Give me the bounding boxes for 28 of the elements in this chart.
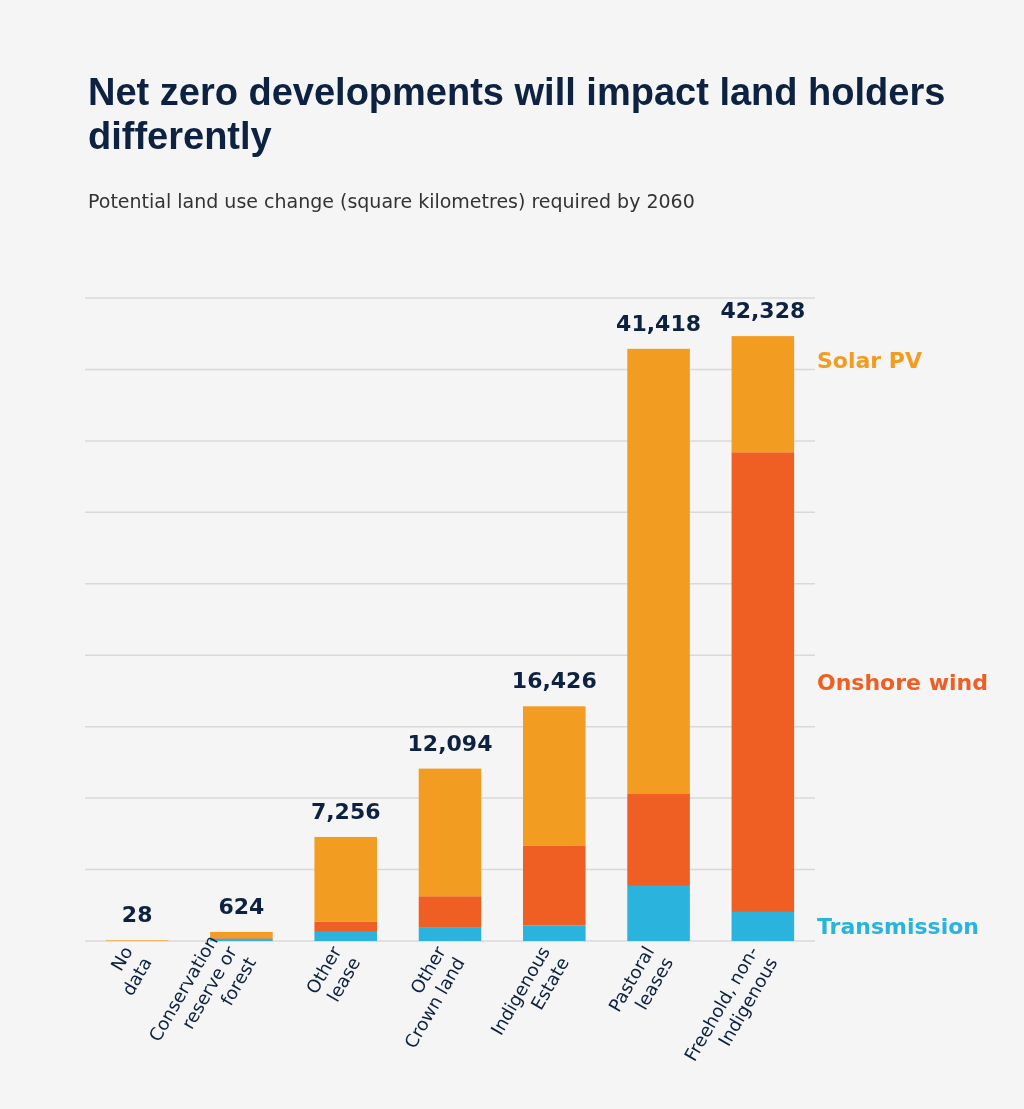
bar xyxy=(627,794,690,886)
bar xyxy=(731,452,795,912)
bar xyxy=(523,845,586,926)
bar xyxy=(731,911,795,941)
bar xyxy=(418,927,482,941)
chart-subtitle: Potential land use change (square kilometres) required by 2060 xyxy=(88,190,695,212)
annotation: 16,426 xyxy=(511,668,597,694)
series-label: Solar PV xyxy=(817,347,923,373)
bar xyxy=(210,931,273,938)
annotation: 28 xyxy=(121,902,153,928)
chart-title: Net zero developments will impact land holders differently xyxy=(88,71,946,157)
annotation: 12,094 xyxy=(407,730,493,756)
bar xyxy=(523,925,586,941)
bar xyxy=(418,896,482,928)
bar xyxy=(627,885,690,941)
annotation: 7,256 xyxy=(310,798,381,824)
bar xyxy=(314,931,377,941)
bar xyxy=(314,921,377,932)
annotation: 624 xyxy=(218,893,265,919)
series-label: Transmission xyxy=(817,914,980,940)
annotation: 42,328 xyxy=(720,298,806,324)
bar xyxy=(523,706,586,846)
bar xyxy=(418,768,482,897)
series-label: Onshore wind xyxy=(817,669,988,695)
bar xyxy=(314,836,377,922)
bar xyxy=(627,348,690,795)
annotation: 41,418 xyxy=(616,310,702,336)
bar xyxy=(731,336,795,453)
